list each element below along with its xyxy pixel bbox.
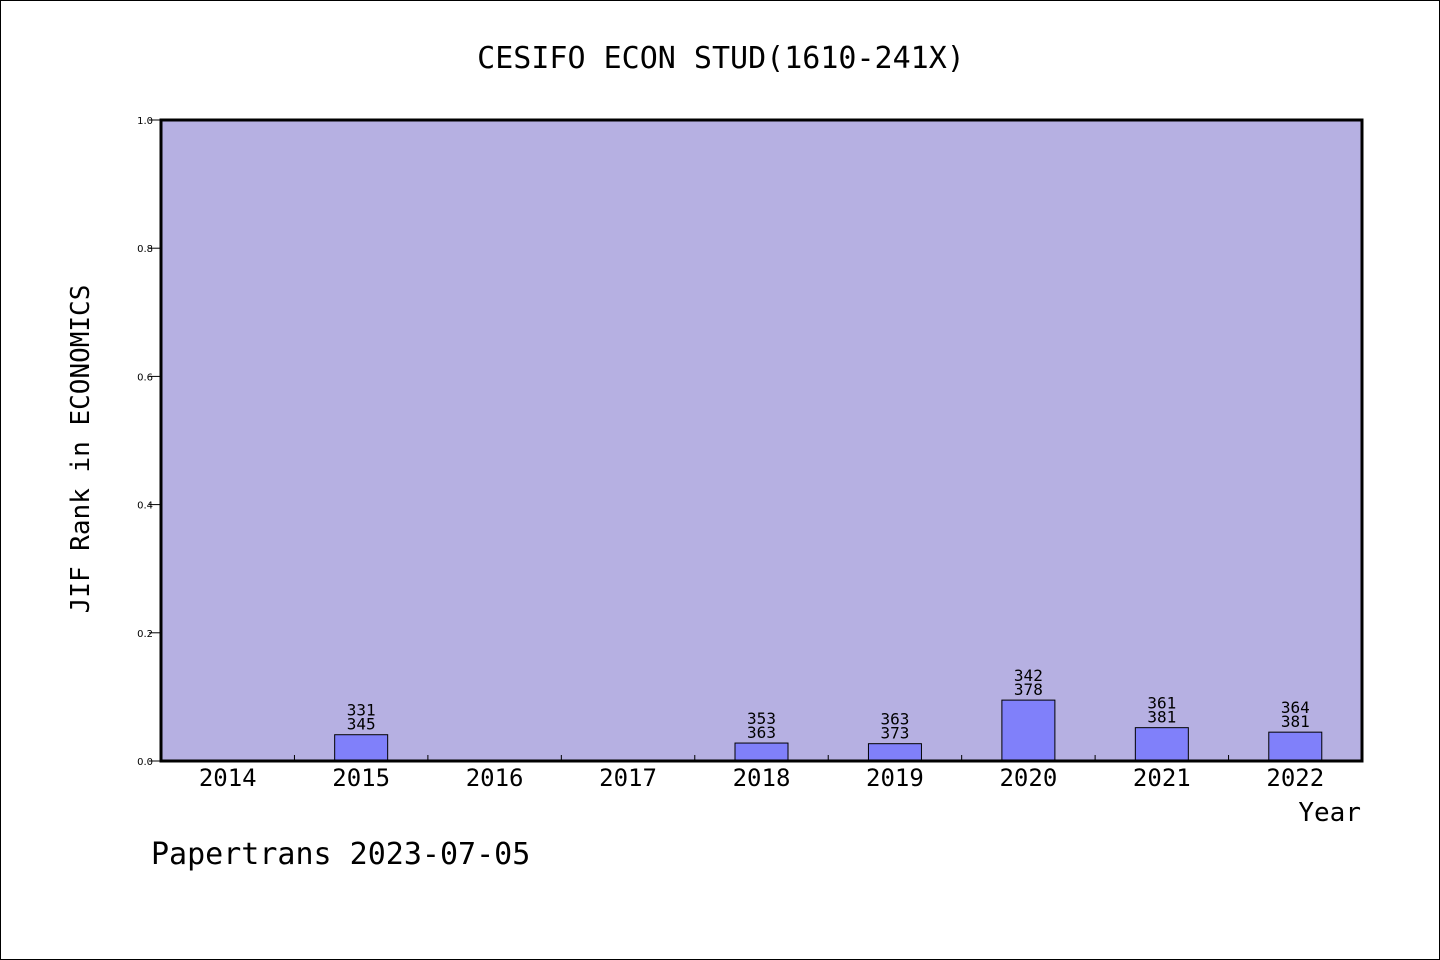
bar <box>867 743 922 762</box>
bar-total-label: 345 <box>347 715 376 734</box>
x-tick-label: 2021 <box>1133 764 1191 792</box>
bar-total-label: 363 <box>747 723 776 742</box>
y-tick-label: 0.4 <box>137 501 153 512</box>
y-axis-label: JIF Rank in ECONOMICS <box>66 285 96 614</box>
x-tick-label: 2017 <box>599 764 657 792</box>
x-tick-label: 2018 <box>733 764 791 792</box>
x-tick-label: 2016 <box>466 764 524 792</box>
y-tick-label: 0.0 <box>137 757 153 768</box>
bar <box>734 742 789 762</box>
bar-rank-label: 353 <box>747 709 776 728</box>
bar-total-label: 381 <box>1281 712 1310 731</box>
bar-total-label: 378 <box>1014 680 1043 699</box>
bar <box>1001 699 1056 762</box>
y-tick-label: 1.0 <box>137 116 153 127</box>
bar-rank-label: 364 <box>1281 698 1310 717</box>
y-axis: 0.0 0.2 0.4 0.6 0.8 1.0 <box>137 116 161 768</box>
bar <box>334 734 389 762</box>
bar-rank-label: 342 <box>1014 666 1043 685</box>
footer-text: Papertrans 2023-07-05 <box>151 837 530 872</box>
x-tick-label: 2019 <box>866 764 924 792</box>
bar-rank-label: 361 <box>1147 694 1176 713</box>
y-tick-label: 0.8 <box>137 244 153 255</box>
plot-border <box>159 118 1364 763</box>
chart-title: CESIFO ECON STUD(1610-241X) <box>477 41 965 76</box>
y-tick-label: 0.2 <box>137 629 153 640</box>
x-tick-label: 2020 <box>999 764 1057 792</box>
bar-total-label: 381 <box>1147 708 1176 727</box>
x-axis-label: Year <box>1298 798 1361 828</box>
x-tick-label: 2015 <box>332 764 390 792</box>
x-tick-label: 2014 <box>199 764 257 792</box>
plot-area <box>159 118 1364 763</box>
bar-rank-label: 331 <box>347 701 376 720</box>
bar-total-label: 373 <box>880 724 909 743</box>
bar <box>1134 727 1189 762</box>
y-tick-label: 0.6 <box>137 372 153 383</box>
x-axis: 2014 2015 2016 2017 2018 2019 2020 2021 2022 <box>199 755 1324 792</box>
bar-rank-label: 363 <box>880 710 909 729</box>
bar <box>1268 731 1323 762</box>
x-tick-label: 2022 <box>1266 764 1324 792</box>
